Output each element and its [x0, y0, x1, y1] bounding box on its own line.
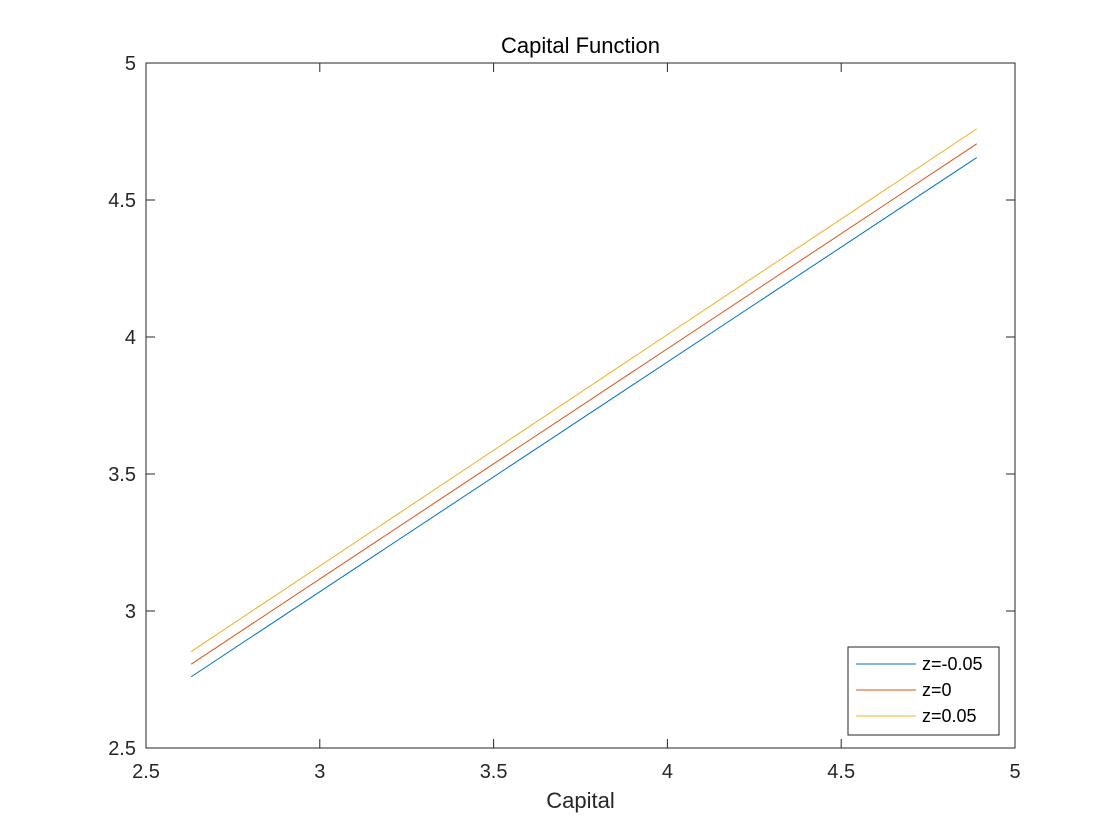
y-tick-label: 5 [125, 53, 136, 75]
legend-entry: z=0.05 [922, 706, 977, 726]
y-tick-label: 2.5 [108, 738, 136, 760]
x-tick-labels: 2.5 3 3.5 4 4.5 5 [132, 761, 1020, 783]
plot-area [146, 63, 1015, 748]
x-tick-label: 4.5 [827, 761, 855, 783]
x-tick-label: 3 [314, 761, 325, 783]
y-tick-label: 4 [125, 327, 136, 349]
x-tick-label: 5 [1009, 761, 1020, 783]
series-line-1 [190, 143, 978, 665]
y-tick-label: 3.5 [108, 464, 136, 486]
series-line-2 [190, 128, 978, 652]
x-tick-label: 3.5 [480, 761, 508, 783]
x-tick-label: 4 [662, 761, 673, 783]
y-tick-label: 4.5 [108, 190, 136, 212]
series-layer [190, 128, 978, 678]
legend: z=-0.05 z=0 z=0.05 [847, 646, 1000, 736]
legend-entry: z=0 [922, 680, 952, 700]
legend-box [847, 646, 1000, 736]
y-tick-labels: 2.5 3 3.5 4 4.5 5 [108, 53, 136, 760]
chart-title: Capital Function [501, 33, 660, 58]
legend-entry: z=-0.05 [922, 654, 983, 674]
y-tick-label: 3 [125, 601, 136, 623]
x-axis-label: Capital [546, 788, 614, 813]
series-line-0 [190, 157, 978, 678]
x-tick-label: 2.5 [132, 761, 160, 783]
axes-box [145, 62, 1016, 749]
